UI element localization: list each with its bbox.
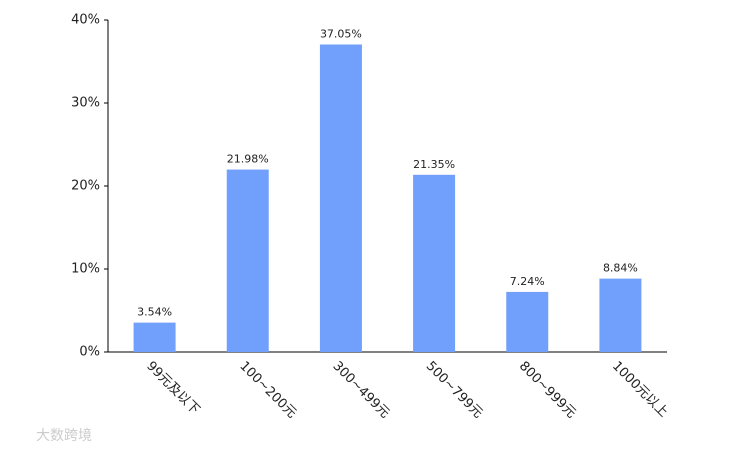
y-tick-label: 10% [71,262,100,277]
x-tick-label: 1000元以上 [609,359,671,421]
x-tick-label: 99元及以下 [143,359,202,418]
bar [133,322,176,352]
bar [599,278,642,352]
value-label: 8.84% [603,262,638,275]
value-label: 21.98% [227,153,269,166]
bar [319,44,362,353]
bar [413,174,456,352]
bar [226,169,269,352]
value-label: 3.54% [137,306,172,319]
bar [506,291,549,352]
value-label: 7.24% [510,275,545,288]
y-tick-label: 40% [71,13,100,28]
value-label: 37.05% [320,27,362,40]
x-tick-label: 300~499元 [330,359,393,422]
x-tick-label: 100~200元 [236,359,299,422]
watermark: 大数跨境 [36,428,92,444]
y-tick-label: 0% [79,345,100,360]
x-tick-label: 800~999元 [516,359,579,422]
y-tick-label: 20% [71,179,100,194]
y-tick-label: 30% [71,96,100,111]
value-label: 21.35% [413,158,455,171]
x-tick-label: 500~799元 [423,359,486,422]
